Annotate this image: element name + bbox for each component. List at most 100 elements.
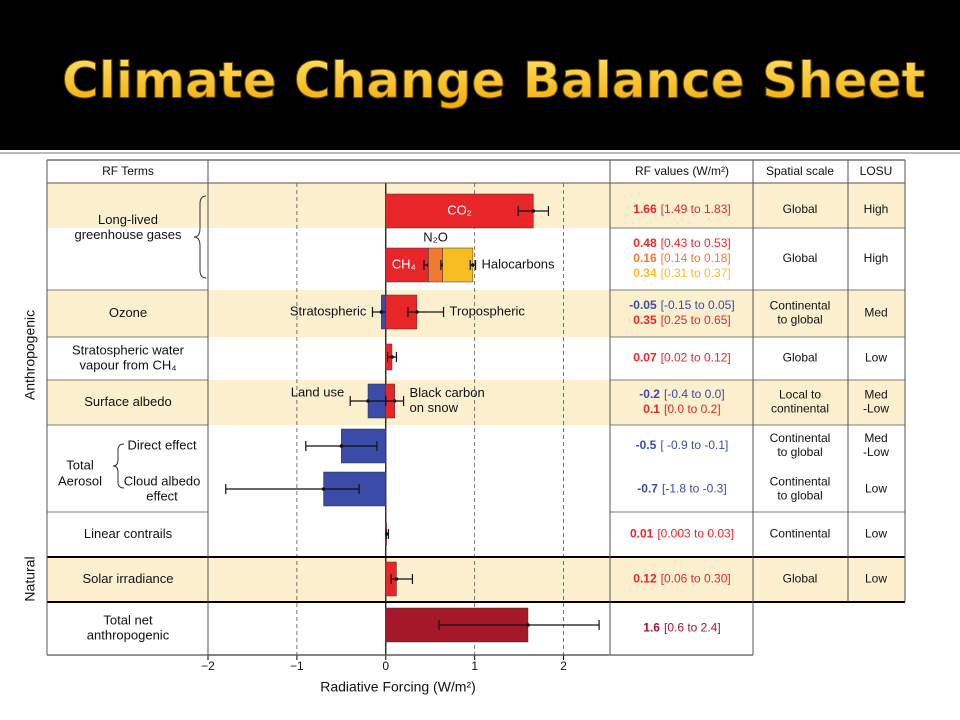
error-center <box>379 310 384 314</box>
rf-value-number: 0.1 <box>643 402 660 416</box>
term-label: Ozone <box>109 305 147 320</box>
rf-value-range: [0.06 to 0.30] <box>661 572 731 586</box>
x-tick-label: −1 <box>290 659 304 673</box>
spatial-scale: Continental <box>770 475 831 489</box>
component-label: CH₄ <box>392 256 416 271</box>
losu: -Low <box>863 445 889 459</box>
losu: High <box>864 202 889 216</box>
x-axis-title: Radiative Forcing (W/m²) <box>320 679 476 695</box>
rf-value-number: 0.35 <box>633 313 657 327</box>
row-band <box>47 512 905 557</box>
rf-value-number: -0.7 <box>637 482 658 496</box>
term-label: anthropogenic <box>87 627 170 642</box>
rf-value: 0.12 [0.06 to 0.30] <box>633 572 730 586</box>
term-label: Direct effect <box>127 437 197 452</box>
x-tick-label: 1 <box>471 659 478 673</box>
spatial-scale: Global <box>783 351 818 365</box>
spatial-scale: Global <box>783 202 818 216</box>
rf-value: -0.2 [-0.4 to 0.0] <box>639 387 724 401</box>
rf-value-range: [-1.8 to -0.3] <box>662 482 727 496</box>
term-label: effect <box>146 488 178 503</box>
term-label: greenhouse gases <box>75 227 182 242</box>
rf-value-number: 0.07 <box>633 351 657 365</box>
row-band <box>47 425 905 467</box>
column-header: RF values (W/m²) <box>635 164 729 178</box>
rf-value-number: 0.16 <box>633 251 657 265</box>
rf-value: -0.7 [-1.8 to -0.3] <box>637 482 726 496</box>
error-center <box>321 487 326 491</box>
row-band <box>47 467 905 512</box>
spatial-scale: to global <box>777 445 822 459</box>
error-center <box>526 623 530 627</box>
rf-value-range: [0.31 to 0.37] <box>661 266 731 280</box>
term-label: Total net <box>103 612 153 627</box>
spatial-scale: Local to <box>779 388 821 402</box>
rf-value-number: 1.66 <box>633 202 657 216</box>
component-label: on snow <box>410 400 459 415</box>
rf-value-range: [0.6 to 2.4] <box>664 621 721 635</box>
rf-value-range: [0.003 to 0.03] <box>657 527 734 541</box>
term-label: Linear contrails <box>84 526 173 541</box>
term-label: vapour from CH₄ <box>79 357 176 372</box>
term-label: Solar irradiance <box>82 571 173 586</box>
row-band <box>47 228 905 290</box>
term-label: Cloud albedo <box>124 473 201 488</box>
term-label: Surface albedo <box>84 394 171 409</box>
row-band <box>47 380 905 425</box>
rf-value: -0.05 [-0.15 to 0.05] <box>629 298 734 312</box>
row-band <box>47 337 905 380</box>
losu: -Low <box>863 402 889 416</box>
rf-value-range: [-0.4 to 0.0] <box>664 387 725 401</box>
bar <box>442 247 474 283</box>
error-center <box>392 399 397 403</box>
title-band <box>0 0 960 150</box>
slide-title: Climate Change Balance Sheet <box>62 52 925 110</box>
rf-value-range: [0.25 to 0.65] <box>661 313 731 327</box>
row-band <box>47 290 905 337</box>
error-center <box>415 310 419 314</box>
error-center <box>390 355 394 359</box>
spatial-scale: Global <box>783 572 818 586</box>
column-header: LOSU <box>860 164 893 178</box>
component-label: Halocarbons <box>482 256 555 271</box>
term-label: Stratospheric water <box>72 342 185 357</box>
rf-value-number: 0.12 <box>633 572 657 586</box>
bar <box>385 247 429 283</box>
rf-value: 0.48 [0.43 to 0.53] <box>633 236 730 250</box>
error-center <box>394 577 399 581</box>
error-bar <box>438 620 600 630</box>
rf-value-number: 1.6 <box>643 621 660 635</box>
component-label: N₂O <box>423 229 448 244</box>
error-center <box>531 209 536 213</box>
error-center <box>366 399 370 403</box>
error-center <box>471 263 475 267</box>
error-bar <box>225 484 360 494</box>
rf-value: 0.35 [0.25 to 0.65] <box>633 313 730 327</box>
component-label: Black carbon <box>410 385 485 400</box>
category-label: Anthropogenic <box>22 310 38 400</box>
rf-value-range: [0.02 to 0.12] <box>661 351 731 365</box>
group-label: Aerosol <box>58 473 102 488</box>
rf-value-number: -0.2 <box>639 387 660 401</box>
component-label: CO₂ <box>447 202 472 217</box>
rf-value: 1.6 [0.6 to 2.4] <box>643 621 720 635</box>
brace <box>112 443 125 489</box>
spatial-scale: to global <box>777 489 822 503</box>
component-label: Stratospheric <box>290 303 367 318</box>
rf-value: 0.1 [0.0 to 0.2] <box>643 402 720 416</box>
x-tick-label: −2 <box>201 659 215 673</box>
rf-value-number: 0.01 <box>630 527 654 541</box>
component-label: Land use <box>291 384 345 399</box>
rf-value-number: 0.34 <box>633 266 657 280</box>
figure: RF Terms RF values (W/m²) Spatial scale LOS… <box>22 159 906 695</box>
losu: Med <box>864 306 887 320</box>
rf-value-number: -0.05 <box>629 298 657 312</box>
rf-value-range: [0.0 to 0.2] <box>664 402 721 416</box>
column-header: RF Terms <box>102 164 154 178</box>
rf-value-number: -0.5 <box>636 438 657 452</box>
rf-value-range: [0.43 to 0.53] <box>661 236 731 250</box>
rf-value-range: [0.14 to 0.18] <box>661 251 731 265</box>
rf-value-number: 0.48 <box>633 236 657 250</box>
losu: Med <box>864 431 887 445</box>
